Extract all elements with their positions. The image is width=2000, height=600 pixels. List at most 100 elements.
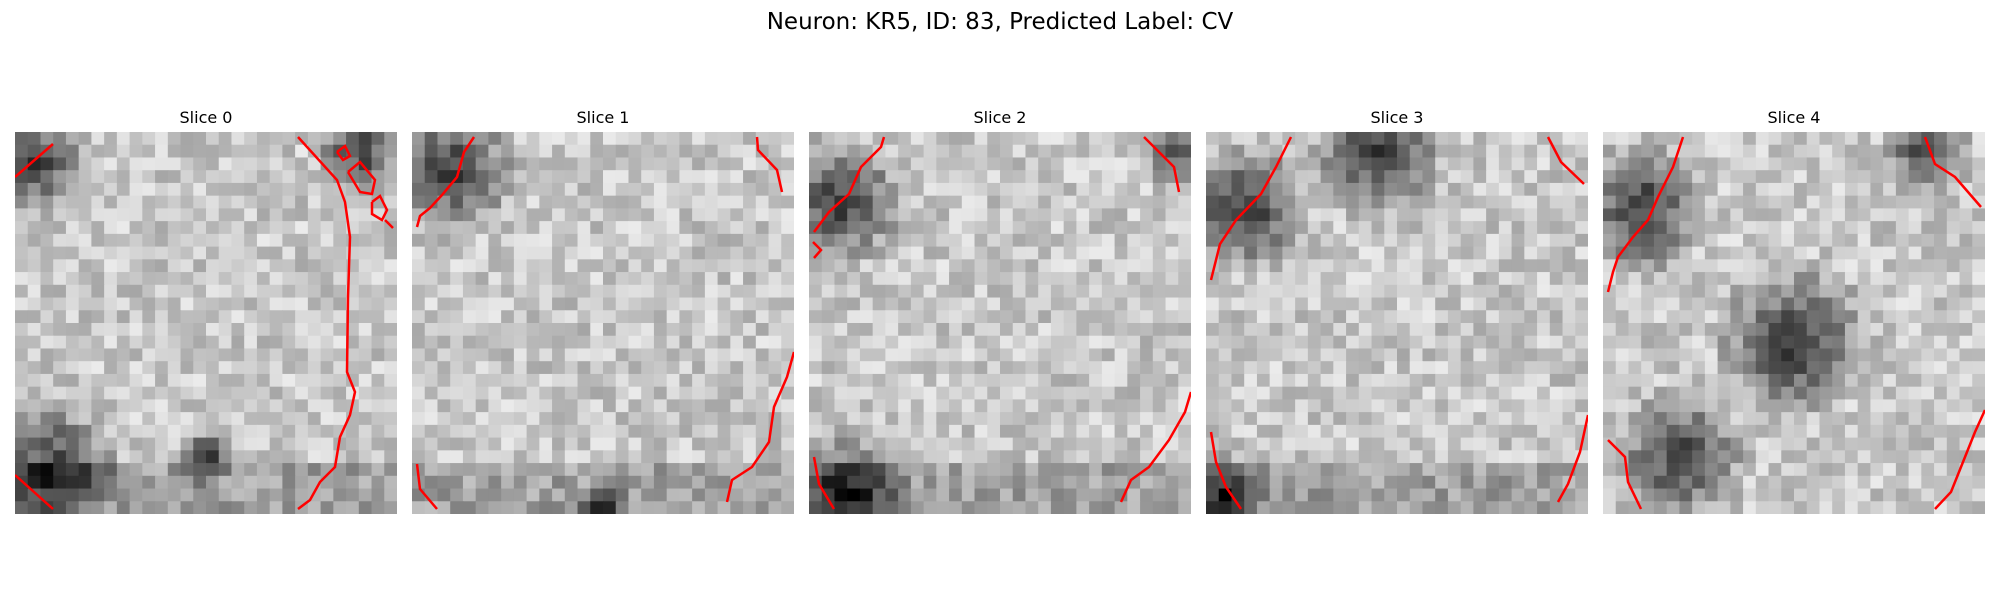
pixel-cell bbox=[282, 284, 296, 299]
pixel-cell bbox=[755, 144, 770, 159]
pixel-cell bbox=[1409, 437, 1424, 451]
pixel-cell bbox=[412, 272, 426, 286]
pixel-cell bbox=[1615, 386, 1630, 400]
pixel-cell bbox=[1768, 412, 1782, 426]
pixel-cell bbox=[1679, 182, 1693, 197]
pixel-cell bbox=[717, 399, 731, 413]
pixel-cell bbox=[1140, 272, 1154, 286]
pixel-cell bbox=[1562, 221, 1576, 235]
pixel-cell bbox=[180, 323, 194, 337]
pixel-cell bbox=[653, 348, 668, 362]
pixel-cell bbox=[1549, 297, 1564, 311]
pixel-cell bbox=[462, 310, 477, 324]
pixel-cell bbox=[206, 424, 220, 439]
pixel-cell bbox=[539, 463, 553, 477]
pixel-cell bbox=[1524, 246, 1538, 260]
pixel-cell bbox=[1269, 246, 1283, 260]
pixel-cell bbox=[462, 195, 477, 209]
pixel-cell bbox=[743, 450, 757, 464]
pixel-cell bbox=[27, 132, 42, 146]
pixel-cell bbox=[704, 450, 719, 464]
pixel-cell bbox=[53, 208, 67, 222]
pixel-cell bbox=[730, 132, 744, 146]
pixel-cell bbox=[730, 424, 744, 439]
pixel-cell bbox=[1870, 284, 1884, 299]
pixel-cell bbox=[987, 132, 1001, 146]
pixel-cell bbox=[1959, 259, 1973, 273]
pixel-cell bbox=[206, 373, 220, 388]
pixel-cell bbox=[1244, 488, 1258, 502]
pixel-cell bbox=[371, 221, 385, 235]
pixel-cell bbox=[1628, 450, 1642, 464]
pixel-cell bbox=[1076, 373, 1090, 388]
pixel-cell bbox=[1524, 195, 1538, 209]
pixel-cell bbox=[1320, 386, 1334, 400]
pixel-cell bbox=[513, 208, 528, 222]
pixel-cell bbox=[1358, 310, 1373, 324]
pixel-cell bbox=[1409, 144, 1424, 159]
pixel-cell bbox=[1486, 195, 1500, 209]
pixel-cell bbox=[1895, 386, 1910, 400]
pixel-cell bbox=[1282, 272, 1296, 286]
pixel-cell bbox=[653, 412, 668, 426]
pixel-cell bbox=[218, 399, 233, 413]
pixel-cell bbox=[1063, 272, 1077, 286]
pixel-cell bbox=[1628, 361, 1642, 375]
pixel-cell bbox=[1730, 195, 1744, 209]
pixel-cell bbox=[628, 437, 642, 451]
pixel-cell bbox=[1959, 144, 1973, 159]
pixel-cell bbox=[1358, 132, 1373, 146]
pixel-cell bbox=[552, 335, 566, 350]
pixel-cell bbox=[346, 450, 360, 464]
pixel-cell bbox=[412, 297, 426, 311]
pixel-cell bbox=[1679, 323, 1693, 337]
pixel-cell bbox=[244, 233, 258, 248]
pixel-cell bbox=[40, 310, 54, 324]
pixel-cell bbox=[1050, 450, 1065, 464]
pixel-cell bbox=[256, 424, 271, 439]
pixel-cell bbox=[1114, 157, 1128, 171]
pixel-cell bbox=[1603, 399, 1617, 413]
pixel-cell bbox=[53, 221, 67, 235]
pixel-cell bbox=[1038, 195, 1052, 209]
pixel-cell bbox=[1844, 361, 1859, 375]
pixel-cell bbox=[1704, 297, 1719, 311]
pixel-cell bbox=[781, 348, 794, 362]
pixel-cell bbox=[231, 144, 245, 159]
pixel-cell bbox=[231, 284, 245, 299]
pixel-cell bbox=[91, 501, 105, 514]
pixel-cell bbox=[1397, 437, 1411, 451]
pixel-cell bbox=[564, 233, 579, 248]
pixel-cell bbox=[1473, 399, 1487, 413]
pixel-cell bbox=[1269, 284, 1283, 299]
pixel-cell bbox=[653, 221, 668, 235]
pixel-cell bbox=[1486, 361, 1500, 375]
pixel-cell bbox=[371, 335, 385, 350]
pixel-cell bbox=[1857, 361, 1871, 375]
pixel-cell bbox=[1244, 170, 1258, 184]
pixel-cell bbox=[1038, 182, 1052, 197]
pixel-cell bbox=[910, 132, 925, 146]
pixel-cell bbox=[346, 437, 360, 451]
slice-panel-3: Slice 3 bbox=[1206, 108, 1588, 514]
pixel-cell bbox=[1972, 310, 1985, 324]
pixel-cell bbox=[1295, 233, 1309, 248]
pixel-cell bbox=[987, 386, 1001, 400]
pixel-cell bbox=[885, 284, 899, 299]
pixel-cell bbox=[923, 450, 937, 464]
pixel-cell bbox=[40, 132, 54, 146]
pixel-cell bbox=[1794, 144, 1808, 159]
pixel-cell bbox=[1012, 272, 1027, 286]
pixel-cell bbox=[1524, 450, 1538, 464]
pixel-cell bbox=[307, 182, 322, 197]
pixel-cell bbox=[1076, 310, 1090, 324]
pixel-cell bbox=[834, 284, 848, 299]
pixel-cell bbox=[1460, 463, 1474, 477]
pixel-cell bbox=[412, 361, 426, 375]
pixel-cell bbox=[910, 361, 925, 375]
pixel-cell bbox=[949, 157, 963, 171]
pixel-cell bbox=[936, 272, 950, 286]
pixel-cell bbox=[628, 170, 642, 184]
pixel-cell bbox=[1101, 182, 1116, 197]
pixel-cell bbox=[1794, 348, 1808, 362]
